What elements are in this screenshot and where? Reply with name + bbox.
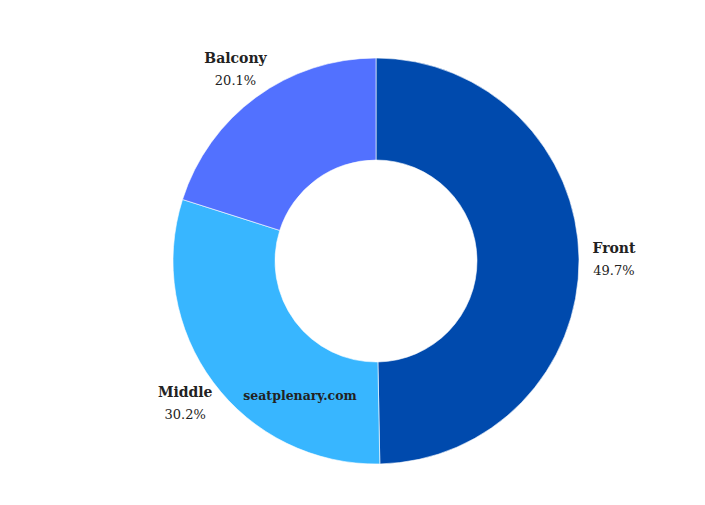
slice-label: Front: [592, 240, 636, 256]
slice: [183, 58, 376, 230]
slice-value-label: 30.2%: [165, 407, 206, 422]
slice-value-label: 20.1%: [215, 73, 256, 88]
chart: Front 49.7% Middle 30.2% Balcony 20.1% seatple…: [0, 0, 705, 505]
slice-label: Balcony: [204, 50, 267, 66]
slice-value-label: 49.7%: [593, 263, 634, 278]
slice: [376, 58, 579, 464]
watermark: seatplenary.com: [243, 388, 356, 403]
slice-label: Middle: [158, 384, 213, 400]
slices: [173, 58, 579, 464]
slice: [173, 199, 380, 464]
